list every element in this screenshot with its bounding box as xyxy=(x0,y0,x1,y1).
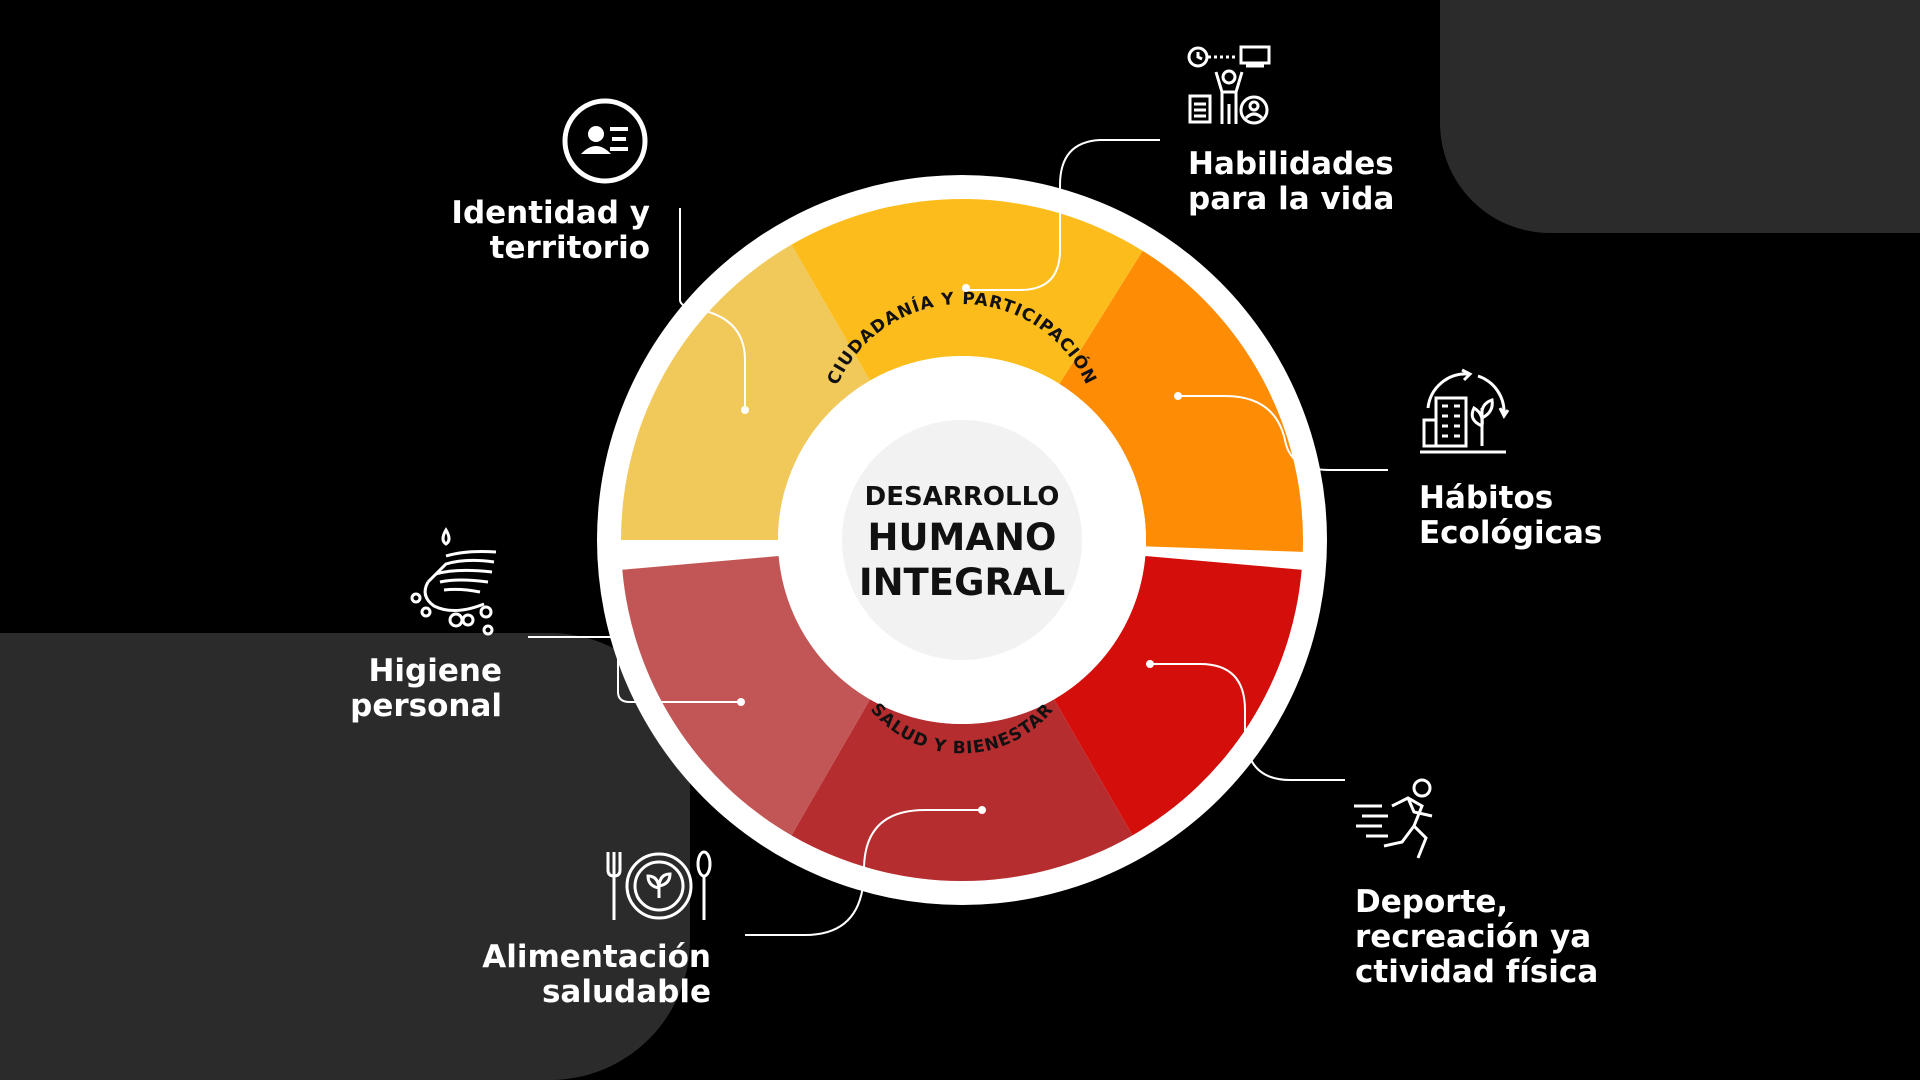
segment-5 xyxy=(791,699,1133,881)
connector-habilidades xyxy=(966,139,1160,291)
connector-habitos xyxy=(1178,395,1388,471)
washing-hands-icon xyxy=(410,527,497,636)
connector-alimentacion xyxy=(745,809,982,936)
label-deporte: Deporte, recreación ya ctividad física xyxy=(1355,884,1599,990)
label-higiene: Higiene personal xyxy=(350,653,502,724)
segment-6 xyxy=(622,556,870,836)
center-title-line2: HUMANO xyxy=(867,516,1057,559)
segment-4 xyxy=(1054,556,1302,836)
segment-3 xyxy=(1059,250,1303,552)
center-disc xyxy=(842,420,1082,660)
connector-deporte xyxy=(1150,663,1345,781)
background-panel-top-right xyxy=(1440,0,1920,233)
connector-identidad xyxy=(679,208,746,410)
connector-dots xyxy=(737,284,1182,814)
label-habilidades: Habilidades para la vida xyxy=(1188,146,1395,217)
label-alimentacion: Alimentación saludable xyxy=(482,939,711,1010)
id-card-icon xyxy=(562,98,648,184)
center-title-line3: INTEGRAL xyxy=(858,561,1066,604)
connector-higiene xyxy=(528,636,741,703)
segments-group xyxy=(621,198,1303,881)
skills-workflow-icon xyxy=(1187,45,1271,125)
plate-with-cutlery-icon xyxy=(606,850,712,920)
running-person-icon xyxy=(1354,778,1433,859)
connector-lines xyxy=(528,139,1388,936)
label-identidad: Identidad y territorio xyxy=(451,195,650,266)
center-title-line1: DESARROLLO xyxy=(864,482,1060,512)
eco-building-icon xyxy=(1420,368,1510,454)
label-habitos: Hábitos Ecológicas xyxy=(1419,480,1603,551)
background-panel-bottom-left xyxy=(0,633,690,1080)
